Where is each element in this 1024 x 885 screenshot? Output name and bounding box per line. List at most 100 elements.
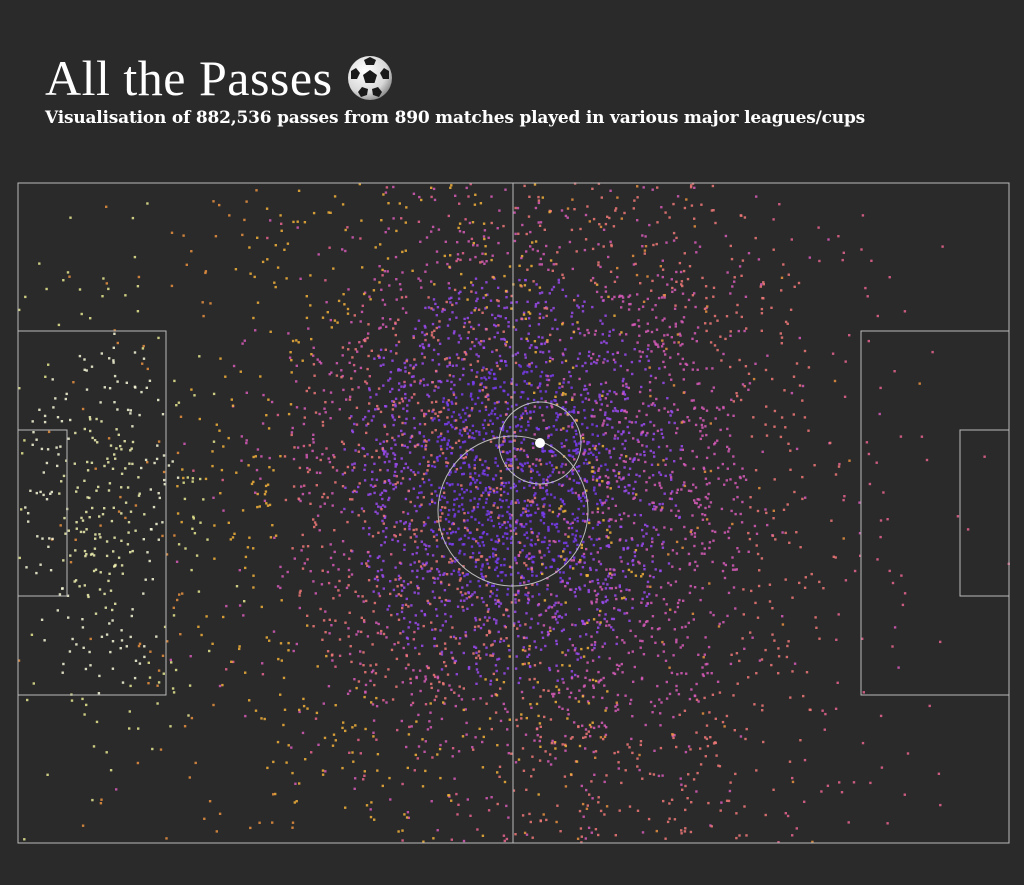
pass-point [694,241,697,244]
pass-point [442,573,445,576]
pass-point [302,704,306,708]
pass-point [344,486,347,489]
pass-point [346,312,350,315]
pass-point [498,765,502,768]
pass-point [691,182,695,185]
pass-point [204,270,208,273]
pass-point [482,296,485,299]
pass-point [410,396,414,399]
pass-point [537,603,541,606]
pass-point [403,384,407,387]
pass-point [642,423,646,426]
pass-point [510,458,514,461]
pass-point [738,834,741,837]
pass-point [459,429,462,432]
pass-point [692,618,695,621]
pass-point [595,538,598,541]
pass-point [549,763,553,766]
pass-point [436,414,440,418]
pass-point [583,491,586,494]
pass-point [447,583,451,586]
pass-point [597,263,600,267]
pass-point [587,590,590,594]
pass-point [557,601,560,604]
pass-point [459,258,462,262]
pass-point [596,592,600,596]
pass-point [539,375,542,378]
pass-point [479,697,482,700]
pass-point [533,739,536,742]
pass-point [581,305,584,308]
pass-point [614,705,617,708]
pass-point [722,352,725,356]
pass-point [222,509,225,512]
pass-point [475,651,478,654]
pass-point [103,464,106,468]
pass-point [287,641,290,645]
pass-point [613,314,616,317]
pass-point [361,304,364,307]
pass-point [313,525,316,529]
pass-point [517,620,520,623]
pass-point [476,371,479,374]
pass-point [570,336,573,340]
pass-point [731,522,734,526]
pass-point [667,581,670,585]
pass-point [238,604,242,607]
pass-point [423,412,426,416]
pass-point [382,193,385,196]
pass-point [386,469,389,472]
pass-point [407,733,411,736]
pass-point [271,524,274,527]
pass-point [541,446,544,450]
pass-point [524,593,527,596]
pass-point [612,225,616,228]
pass-point [679,457,682,460]
pass-point [181,468,184,471]
pass-point [426,553,429,556]
pass-point [591,511,594,514]
pass-point [583,388,586,391]
pass-point [363,695,366,699]
pass-point [335,374,339,377]
pass-point [403,527,407,531]
pass-point [436,675,440,678]
pass-point [537,538,540,542]
pass-point [310,751,313,754]
pass-point [382,453,386,456]
pass-point [597,442,601,446]
pass-point [547,350,551,353]
pass-point [651,279,654,283]
pass-point [581,436,585,440]
pass-point [584,361,587,365]
pass-point [560,445,564,449]
pass-point [454,441,458,445]
pass-point [391,416,395,419]
pass-point [425,472,428,475]
pass-point [326,311,329,314]
pass-point [273,281,276,284]
pass-point [607,295,610,298]
pass-point [528,678,531,681]
pass-point [423,613,426,616]
pass-point [852,781,856,784]
pass-point [455,364,458,367]
pass-point [709,422,712,425]
pass-point [381,574,384,577]
pass-point [891,645,894,648]
pass-point [450,572,453,576]
pass-point [677,693,681,696]
pass-point [719,428,722,432]
pass-point [518,364,521,367]
pass-point [439,516,442,519]
pass-point [461,735,465,738]
pass-point [399,594,403,597]
pass-point [367,409,370,413]
pass-point [677,509,680,513]
pass-point [464,412,467,415]
pass-point [465,721,468,725]
pass-point [416,757,419,760]
pass-point [492,276,495,279]
pass-point [560,505,563,508]
pass-point [324,610,327,613]
